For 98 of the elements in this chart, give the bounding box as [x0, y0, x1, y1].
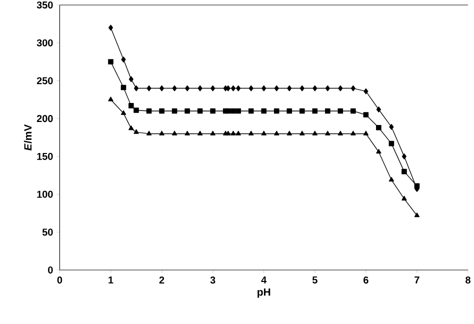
point	[172, 85, 177, 92]
point	[338, 130, 344, 136]
point	[261, 130, 266, 136]
point	[184, 108, 190, 114]
point	[312, 85, 318, 92]
point	[230, 130, 236, 136]
point	[376, 106, 381, 112]
point	[338, 85, 343, 92]
point	[159, 108, 164, 114]
point	[236, 108, 241, 114]
point	[286, 108, 292, 114]
point	[325, 130, 330, 136]
point	[402, 168, 407, 174]
x-tick-label: 6	[364, 276, 368, 284]
point	[350, 130, 356, 136]
y-tick-label: 50	[42, 228, 53, 236]
point	[197, 108, 203, 114]
point	[388, 140, 394, 146]
point	[134, 129, 139, 134]
point	[210, 85, 216, 92]
point	[146, 130, 152, 136]
point	[184, 130, 190, 136]
point	[274, 130, 280, 136]
point	[159, 130, 164, 136]
point	[248, 108, 254, 114]
point	[262, 85, 266, 92]
point	[312, 130, 318, 136]
point	[248, 130, 254, 136]
point	[134, 85, 139, 92]
x-tick-label: 5	[312, 276, 318, 284]
point	[363, 130, 369, 136]
point	[128, 76, 134, 82]
point	[159, 85, 164, 92]
y-tick-label: 300	[36, 39, 53, 46]
x-tick-label: 7	[414, 276, 420, 284]
point	[363, 112, 369, 118]
point	[120, 110, 126, 115]
point	[286, 130, 292, 136]
point	[121, 56, 126, 62]
y-tick-label: 250	[36, 77, 53, 84]
point	[402, 196, 407, 200]
y-tick-label: 100	[37, 190, 53, 198]
point	[120, 84, 126, 90]
point	[338, 108, 344, 114]
x-tick-label: 3	[210, 276, 216, 284]
point	[248, 85, 254, 92]
point	[414, 183, 420, 189]
x-tick-label: 0	[57, 276, 62, 284]
point	[274, 108, 280, 114]
y-tick-label: 150	[37, 152, 53, 160]
point	[350, 85, 356, 92]
point	[312, 108, 318, 114]
x-tick-label: 8	[466, 276, 470, 284]
y-tick-label: 0	[48, 266, 53, 274]
point	[287, 85, 292, 92]
point	[172, 108, 178, 114]
x-axis-title: pH	[258, 288, 270, 298]
point	[146, 85, 152, 92]
point	[210, 130, 216, 136]
point	[108, 59, 114, 64]
point	[300, 85, 304, 92]
point	[128, 103, 134, 108]
point	[325, 108, 330, 114]
point	[184, 85, 190, 92]
point	[197, 130, 203, 136]
point	[236, 85, 241, 92]
point	[299, 108, 305, 114]
x-tick-label: 4	[261, 276, 267, 284]
x-tick-label: 1	[108, 276, 114, 284]
point	[388, 176, 394, 182]
point	[210, 108, 216, 114]
point	[172, 130, 178, 136]
point	[225, 108, 231, 114]
point	[364, 88, 368, 94]
point	[230, 85, 236, 92]
point	[226, 130, 231, 136]
point	[128, 125, 134, 130]
x-tick-label: 2	[159, 276, 164, 284]
point	[376, 125, 382, 130]
point	[414, 212, 420, 218]
point	[198, 85, 202, 92]
y-tick-label: 350	[36, 1, 53, 9]
point	[146, 108, 152, 114]
point	[236, 130, 241, 136]
y-tick-label: 200	[36, 115, 53, 122]
point	[274, 85, 279, 92]
point	[325, 85, 330, 92]
point	[261, 108, 266, 114]
point	[350, 108, 356, 114]
point	[300, 130, 305, 136]
point	[108, 96, 114, 102]
point	[134, 108, 139, 113]
point	[402, 153, 406, 160]
point	[108, 24, 114, 31]
point	[389, 124, 394, 130]
point	[376, 148, 382, 154]
point	[230, 108, 236, 114]
y-axis-title: E/mV	[24, 124, 32, 151]
